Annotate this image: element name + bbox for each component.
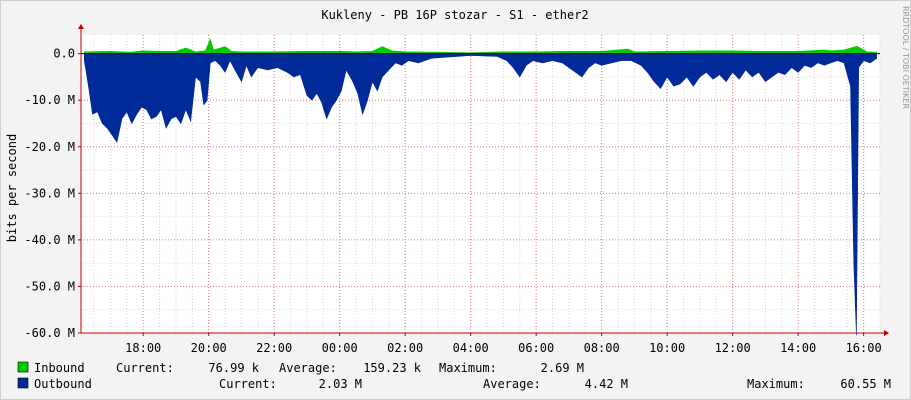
legend: Inbound Current: 76.99 k Average: 159.23… [17, 361, 891, 391]
legend-outbound: Outbound Current: 2.03 M Average: 4.42 M… [17, 377, 891, 391]
outbound-maximum-value: 60.55 M [840, 377, 891, 391]
inbound-name: Inbound [34, 361, 85, 375]
y-tick-label: -20.0 M [24, 140, 75, 154]
x-tick-label: 02:00 [387, 341, 423, 355]
x-tick-label: 06:00 [518, 341, 554, 355]
x-tick-label: 04:00 [453, 341, 489, 355]
inbound-current-value: 76.99 k [208, 361, 259, 375]
inbound-current-label: Current: [116, 361, 174, 375]
inbound-maximum-value: 2.69 M [541, 361, 584, 375]
legend-inbound: Inbound Current: 76.99 k Average: 159.23… [17, 361, 584, 375]
x-tick-label: 20:00 [191, 341, 227, 355]
series-layer [84, 38, 877, 336]
y-tick-label: -40.0 M [24, 233, 75, 247]
x-tick-label: 08:00 [584, 341, 620, 355]
y-axis-label: bits per second [5, 134, 19, 242]
inbound-average-label: Average: [279, 361, 337, 375]
y-tick-labels: 0.0 -10.0 M -20.0 M -30.0 M -40.0 M -50.0 M -6… [24, 47, 75, 340]
outbound-maximum-label: Maximum: [747, 377, 805, 391]
x-tick-label: 00:00 [322, 341, 358, 355]
y-tick-label: -60.0 M [24, 326, 75, 340]
x-axis-arrow [884, 330, 889, 336]
series-area-outbound [84, 53, 877, 336]
rrdtool-watermark: RRDTOOL / TOBI OETIKER [901, 6, 910, 109]
series-area-inbound [84, 38, 877, 54]
outbound-swatch [17, 377, 29, 389]
x-tick-label: 16:00 [846, 341, 882, 355]
inbound-average-value: 159.23 k [363, 361, 422, 375]
x-tick-label: 10:00 [649, 341, 685, 355]
inbound-swatch [17, 361, 29, 373]
y-axis-arrow [78, 24, 84, 29]
axes [78, 24, 889, 336]
x-tick-labels: 18:00 20:00 22:00 00:00 02:00 04:00 06:00 08:00… [125, 341, 882, 355]
x-tick-label: 18:00 [125, 341, 161, 355]
y-tick-label: -10.0 M [24, 93, 75, 107]
x-tick-label: 12:00 [715, 341, 751, 355]
x-tick-label: 22:00 [256, 341, 292, 355]
plot-area [81, 35, 880, 333]
outbound-current-value: 2.03 M [319, 377, 362, 391]
y-tick-label: -50.0 M [24, 279, 75, 293]
x-tick-label: 14:00 [780, 341, 816, 355]
outbound-average-value: 4.42 M [585, 377, 628, 391]
y-tick-label: -30.0 M [24, 186, 75, 200]
inbound-maximum-label: Maximum: [439, 361, 497, 375]
chart-title: Kukleny - PB 16P stozar - S1 - ether2 [321, 8, 588, 22]
y-tick-label: 0.0 [53, 47, 75, 61]
outbound-name: Outbound [34, 377, 92, 391]
outbound-average-label: Average: [483, 377, 541, 391]
outbound-current-label: Current: [219, 377, 277, 391]
